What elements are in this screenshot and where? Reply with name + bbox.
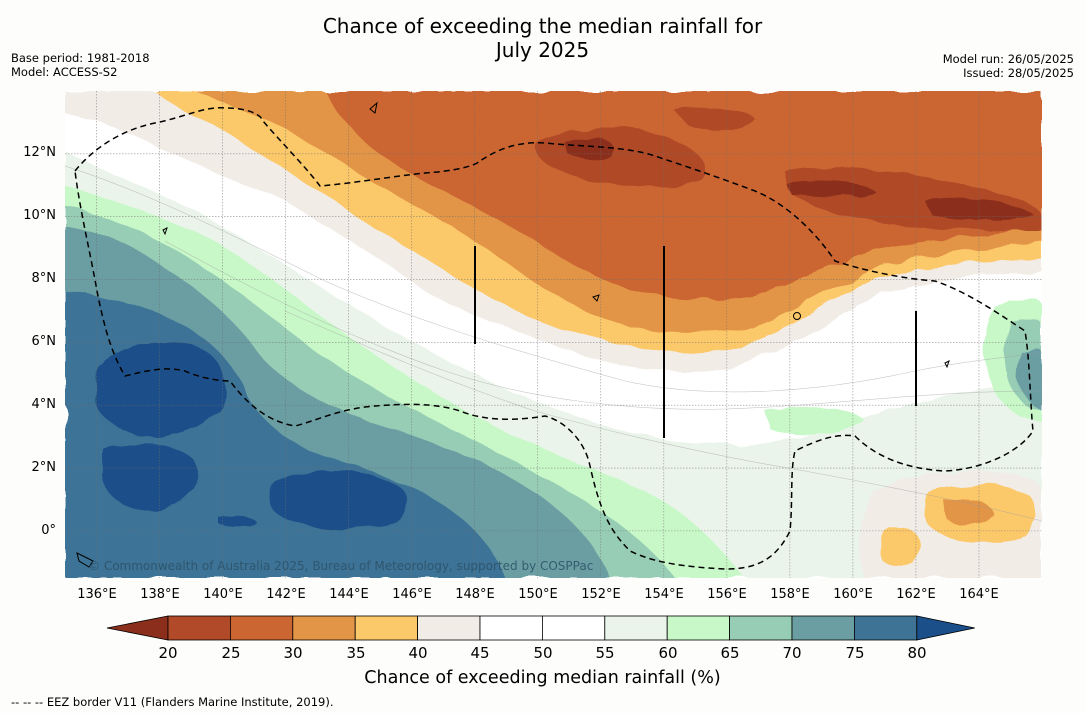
lon-label-146e: 146°E (392, 587, 432, 602)
lon-label-138e: 138°E (140, 587, 180, 602)
island-5 (162, 227, 168, 236)
copyright-text: © Commonwealth of Australia 2025, Bureau… (88, 559, 594, 573)
colorbar-cell-11 (791, 615, 855, 641)
eez-border-path (74, 107, 1034, 570)
lon-label-160e: 160°E (833, 587, 873, 602)
colorbar-tick-45: 45 (470, 644, 490, 662)
contour-se-30-35 (945, 499, 993, 525)
lon-label-136e: 136°E (77, 587, 117, 602)
lon-label-144e: 144°E (329, 587, 369, 602)
lon-label-148e: 148°E (455, 587, 495, 602)
rainfall-map (65, 91, 1042, 578)
lat-label-6n: 6°N (31, 334, 57, 349)
title-line-1: Chance of exceeding the median rainfall … (322, 14, 763, 38)
colorbar (106, 615, 975, 641)
colorbar-cell-9 (666, 615, 731, 641)
colorbar-cell-5 (417, 615, 481, 641)
contour-above-80-b (103, 442, 198, 512)
title-line-2: July 2025 (495, 38, 590, 62)
colorbar-tick-25: 25 (221, 644, 241, 662)
model-run-text: Model run: 26/05/2025 (942, 52, 1074, 66)
colorbar-tick-30: 30 (283, 644, 303, 662)
lon-label-162e: 162°E (896, 587, 936, 602)
contour-se-35-40-b (879, 527, 921, 567)
colorbar-tick-50: 50 (533, 644, 553, 662)
lon-label-164e: 164°E (959, 587, 999, 602)
thin-contour-3 (284, 310, 1042, 522)
colorbar-cell-6 (479, 615, 543, 641)
chart-title: Chance of exceeding the median rainfall … (0, 14, 1085, 62)
colorbar-cell-8 (604, 615, 668, 641)
lon-label-154e: 154°E (644, 587, 684, 602)
island-1 (369, 101, 378, 114)
island-4 (944, 360, 950, 369)
colorbar-tick-35: 35 (346, 644, 366, 662)
thin-contour-1 (65, 165, 1042, 393)
colorbar-tick-75: 75 (845, 644, 865, 662)
left-meta: Base period: 1981-2018 Model: ACCESS-S2 (11, 51, 150, 79)
colorbar-tick-65: 65 (720, 644, 740, 662)
colorbar-arrow-low (106, 615, 169, 641)
contour-above-80-d (220, 515, 257, 528)
colorbar-cell-4 (354, 615, 418, 641)
colorbar-cell-10 (729, 615, 793, 641)
lon-label-158e: 158°E (770, 587, 810, 602)
colorbar-arrow-high (916, 615, 975, 641)
lon-label-140e: 140°E (203, 587, 243, 602)
colorbar-cell-2 (230, 615, 294, 641)
lat-label-4n: 4°N (31, 397, 57, 412)
contour-below-20-a (565, 137, 615, 161)
colorbar-tick-40: 40 (408, 644, 428, 662)
contour-below-20-c (925, 198, 1035, 221)
lat-label-0: 0° (41, 523, 56, 538)
lon-label-152e: 152°E (581, 587, 621, 602)
contour-below-20-b (785, 180, 875, 198)
colorbar-cell-1 (167, 615, 231, 641)
island-2 (592, 294, 600, 302)
base-period-text: Base period: 1981-2018 (11, 51, 150, 65)
model-text: Model: ACCESS-S2 (11, 65, 118, 79)
eez-segments (474, 246, 917, 438)
right-meta: Model run: 26/05/2025 Issued: 28/05/2025 (943, 52, 1074, 80)
thin-contour-2 (164, 240, 1042, 410)
colorbar-tick-55: 55 (595, 644, 615, 662)
colorbar-tick-70: 70 (782, 644, 802, 662)
lat-label-10n: 10°N (23, 208, 56, 223)
issued-text: Issued: 28/05/2025 (963, 66, 1074, 80)
colorbar-cells (106, 615, 975, 641)
contour-20-25-c (675, 106, 755, 131)
contour-above-80-a (94, 341, 227, 436)
contour-above-80-c (268, 471, 408, 530)
map-canvas (65, 91, 1042, 578)
colorbar-cell-7 (541, 615, 606, 641)
eez-footnote: -- -- -- EEZ border V11 (Flanders Marine… (11, 695, 334, 709)
lon-label-142e: 142°E (266, 587, 306, 602)
lat-label-8n: 8°N (31, 271, 57, 286)
graticule (65, 91, 1042, 578)
colorbar-cell-12 (854, 615, 918, 641)
eez-border (74, 107, 1034, 570)
lon-label-150e: 150°E (518, 587, 558, 602)
rainfall-contours (65, 91, 1042, 578)
lat-label-12n: 12°N (23, 145, 56, 160)
lat-label-2n: 2°N (31, 460, 57, 475)
colorbar-cell-3 (292, 615, 356, 641)
colorbar-tick-80: 80 (907, 644, 927, 662)
island-3 (793, 312, 801, 320)
island-6 (76, 552, 94, 568)
colorbar-tick-20: 20 (158, 644, 178, 662)
lon-label-156e: 156°E (707, 587, 747, 602)
colorbar-tick-60: 60 (658, 644, 678, 662)
contour-25-30 (325, 91, 1042, 301)
colorbar-label: Chance of exceeding median rainfall (%) (364, 668, 721, 688)
thin-contour-lines (65, 165, 1042, 522)
islands (76, 101, 950, 568)
